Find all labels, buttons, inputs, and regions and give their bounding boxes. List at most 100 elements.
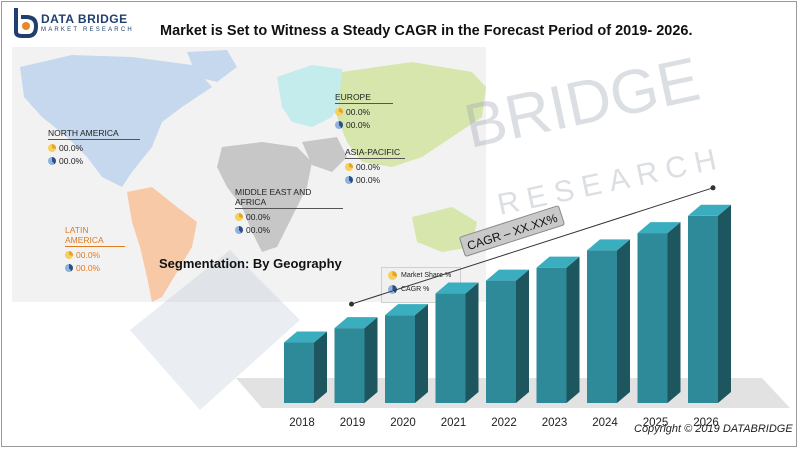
cagr-annotation-box: [459, 205, 565, 257]
bar-top: [587, 239, 630, 251]
bar-top: [486, 269, 529, 281]
trend-end-dot: [710, 185, 716, 191]
bar-side: [314, 331, 327, 403]
region-cagr: 00.0%: [246, 225, 271, 235]
bar-2021: [435, 282, 479, 403]
logo: DATA BRIDGE MARKET RESEARCH: [10, 6, 134, 38]
x-tick-label: 2021: [441, 417, 467, 429]
copyright: Copyright © 2019 DATABRIDGE: [634, 423, 793, 435]
cagr-icon: [345, 176, 353, 184]
bar-front: [334, 328, 365, 403]
bar-2020: [385, 304, 428, 403]
cagr-icon: [65, 264, 73, 272]
region-asia-pacific: ASIA-PACIFIC 00.0% 00.0%: [345, 147, 405, 185]
bar-top: [284, 331, 327, 343]
logo-line1: DATA BRIDGE: [41, 11, 128, 26]
legend-share-label: Market Share %: [401, 272, 452, 279]
x-tick-label: 2022: [491, 417, 517, 429]
bar-side: [516, 269, 529, 403]
bar-2018: [284, 331, 327, 403]
region-latin-america: LATIN AMERICA 00.0% 00.0%: [65, 225, 125, 273]
asia-shape: [337, 62, 486, 167]
bar-top: [435, 282, 479, 294]
world-map-panel: [12, 47, 486, 302]
logo-mark-icon: [14, 8, 38, 38]
market-share-icon: [48, 144, 56, 152]
region-north-america: NORTH AMERICA 00.0% 00.0%: [48, 128, 140, 166]
x-tick-label: 2019: [340, 417, 366, 429]
bar-front: [284, 342, 314, 403]
bar-front: [385, 315, 415, 403]
region-name: LATIN AMERICA: [65, 225, 125, 247]
x-tick-label: 2026: [693, 417, 719, 429]
cagr-icon: [235, 226, 243, 234]
bar-top: [385, 304, 428, 316]
bar-front: [435, 293, 466, 403]
bar-2019: [334, 317, 378, 403]
region-name: NORTH AMERICA: [48, 128, 140, 140]
bar-side: [617, 239, 630, 403]
bar-front: [536, 267, 567, 403]
x-tick-label: 2023: [542, 417, 568, 429]
x-tick-label: 2018: [289, 417, 315, 429]
region-europe: EUROPE 00.0% 00.0%: [335, 92, 393, 130]
africa-shape: [217, 142, 312, 252]
cagr-icon: [335, 121, 343, 129]
page-title: Market is Set to Witness a Steady CAGR i…: [160, 23, 693, 39]
cagr-annotation: CAGR – XX.XX%: [459, 205, 565, 257]
bar-top: [334, 317, 378, 329]
region-middle-east-africa: MIDDLE EAST AND AFRICA 00.0% 00.0%: [235, 187, 343, 235]
bar-front: [688, 215, 718, 403]
cagr-icon: [48, 157, 56, 165]
bar-front: [637, 233, 668, 403]
bar-side: [364, 317, 378, 403]
bar-2022: [486, 269, 529, 403]
latin-america-shape: [127, 187, 197, 302]
legend-cagr-label: CAGR %: [401, 286, 430, 293]
region-share: 00.0%: [356, 162, 381, 172]
region-name: MIDDLE EAST AND AFRICA: [235, 187, 343, 209]
bar-side: [566, 256, 580, 403]
north-america-shape: [20, 55, 212, 187]
bar-2026: [688, 204, 731, 403]
bar-side: [667, 222, 681, 403]
logo-line2: MARKET RESEARCH: [41, 26, 134, 33]
region-cagr: 00.0%: [356, 175, 381, 185]
segmentation-label: Segmentation: By Geography: [159, 256, 342, 271]
middle-east-shape: [302, 137, 347, 172]
x-ticks-group: 2018 2019 2020 2021 2022 2023 2024 2025 2026: [289, 417, 719, 429]
x-tick-label: 2024: [592, 417, 618, 429]
trend-line: [351, 187, 714, 305]
market-share-icon: [235, 213, 243, 221]
bar-side: [718, 204, 731, 403]
market-share-icon: [335, 108, 343, 116]
bar-2023: [536, 256, 580, 403]
bar-side: [465, 282, 479, 403]
market-share-icon: [388, 271, 397, 280]
region-share: 00.0%: [246, 212, 271, 222]
cagr-icon: [388, 285, 397, 294]
market-share-icon: [345, 163, 353, 171]
bar-top: [536, 256, 580, 268]
x-tick-label: 2020: [390, 417, 416, 429]
bar-top: [637, 222, 681, 234]
greenland-shape: [187, 50, 237, 82]
trend-start-dot: [349, 301, 354, 307]
x-tick-label: 2025: [643, 417, 669, 429]
region-cagr: 00.0%: [59, 156, 84, 166]
region-share: 00.0%: [76, 250, 101, 260]
bar-front: [587, 250, 617, 403]
region-cagr: 00.0%: [76, 263, 101, 273]
bar-side: [415, 304, 428, 403]
region-share: 00.0%: [59, 143, 84, 153]
region-share: 00.0%: [346, 107, 371, 117]
bar-2025: [637, 222, 681, 403]
europe-shape: [277, 65, 347, 127]
region-cagr: 00.0%: [346, 120, 371, 130]
bar-top: [688, 204, 731, 216]
market-share-icon: [65, 251, 73, 259]
region-name: EUROPE: [335, 92, 393, 104]
bars-group: [284, 204, 731, 403]
